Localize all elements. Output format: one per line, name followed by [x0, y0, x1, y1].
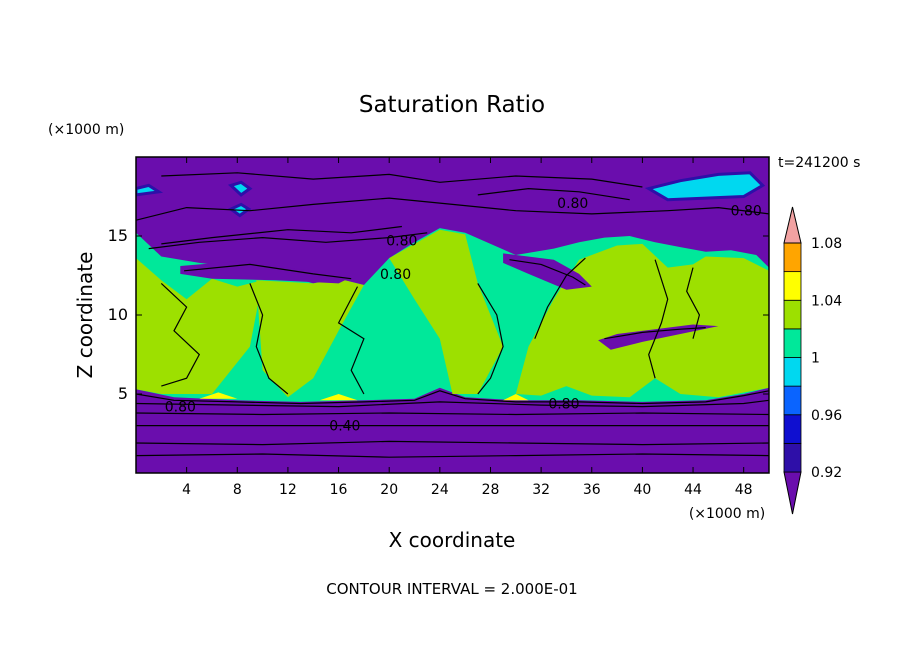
contour-line [534, 257, 586, 339]
colorbar-swatch [783, 328, 802, 358]
colorbar-swatch [783, 414, 802, 444]
x-tick-label: 44 [684, 482, 702, 498]
fill-yellow-zone [199, 392, 238, 399]
fill-lime-zone [389, 229, 504, 394]
contour-label: 0.80 [548, 396, 579, 412]
x-tick-label: 8 [233, 482, 242, 498]
contour-line [686, 267, 701, 339]
x-tick-label: 12 [279, 482, 297, 498]
colorbar-swatch [783, 357, 802, 387]
fill-purple-intrusion [598, 324, 719, 350]
chart-title: Saturation Ratio [359, 92, 545, 118]
fill-lime-zone [256, 278, 364, 398]
contour-label: 0.80 [380, 267, 411, 283]
x-tick-label: 28 [482, 482, 500, 498]
colorbar-label: 1.04 [811, 293, 842, 309]
colorbar-label: 0.92 [811, 465, 842, 481]
fill-yellow-zone [503, 394, 529, 401]
fill-lime-zone [136, 258, 263, 394]
y-axis-ticks: 5 10 15 [108, 226, 769, 403]
contour-line [509, 259, 586, 286]
contour-line [477, 283, 504, 395]
x-tick-label: 32 [532, 482, 550, 498]
contour-labels: 0.80 0.80 0.80 0.80 0.80 0.80 0.40 [165, 196, 762, 435]
contour-line [136, 412, 769, 416]
x-tick-label: 16 [330, 482, 348, 498]
colorbar-upper-extension [783, 206, 802, 244]
colorbar-swatch [783, 271, 802, 301]
y-axis-label: Z coordinate [73, 252, 97, 379]
colorbar-label: 1.08 [811, 236, 842, 252]
contour-line [136, 390, 769, 405]
plot-area: 0.80 0.80 0.80 0.80 0.80 0.80 0.40 [135, 156, 770, 474]
contour-line [136, 197, 769, 221]
colorbar-lower-extension [783, 471, 802, 515]
contour-line [136, 399, 769, 408]
y-tick-label: 15 [108, 226, 128, 245]
x-tick-label: 4 [182, 482, 191, 498]
contour-line [337, 286, 365, 395]
contour-lines [136, 172, 769, 458]
contour-line [184, 263, 352, 280]
contour-label: 0.80 [557, 196, 588, 212]
contour-line [136, 453, 769, 458]
fill-cyan-cloud [136, 183, 164, 197]
colorbar-label: 0.96 [811, 408, 842, 424]
fill-cyan-cloud [644, 171, 766, 202]
x-tick-label: 40 [633, 482, 651, 498]
contour-label: 0.80 [386, 234, 417, 250]
contour-line [604, 327, 706, 340]
contour-line [136, 440, 769, 446]
contour-label: 0.40 [329, 419, 360, 435]
y-tick-label: 10 [108, 305, 128, 324]
x-unit-label: (×1000 m) [689, 506, 765, 522]
contour-line [161, 172, 643, 188]
y-unit-label: (×1000 m) [48, 122, 124, 138]
fill-cyan-cloud [227, 180, 253, 197]
x-axis-label: X coordinate [389, 528, 516, 552]
contour-line [161, 225, 402, 245]
contour-interval-note: CONTOUR INTERVAL = 2.000E-01 [326, 580, 577, 598]
x-tick-label: 48 [735, 482, 753, 498]
contour-line [148, 232, 428, 250]
contour-line [648, 259, 669, 379]
contour-line [160, 282, 201, 387]
x-tick-label: 24 [431, 482, 449, 498]
contour-line [477, 187, 630, 201]
time-label: t=241200 s [778, 155, 860, 171]
contour-line [249, 283, 289, 395]
colorbar: 0.92 0.96 1 1.04 1.08 [783, 206, 842, 515]
fill-yellow-zone [319, 394, 358, 401]
contour-label: 0.80 [165, 400, 196, 416]
colorbar-swatch [783, 442, 802, 473]
x-tick-label: 36 [583, 482, 601, 498]
x-tick-label: 20 [380, 482, 398, 498]
x-axis-ticks: 4 8 12 16 20 24 28 32 36 40 44 48 [182, 157, 753, 498]
colorbar-swatch [783, 385, 802, 416]
y-tick-label: 5 [118, 384, 128, 403]
colorbar-label: 1 [811, 351, 820, 367]
colorbar-swatch [783, 299, 802, 330]
contour-label: 0.80 [731, 204, 762, 220]
colorbar-swatch [783, 242, 802, 273]
